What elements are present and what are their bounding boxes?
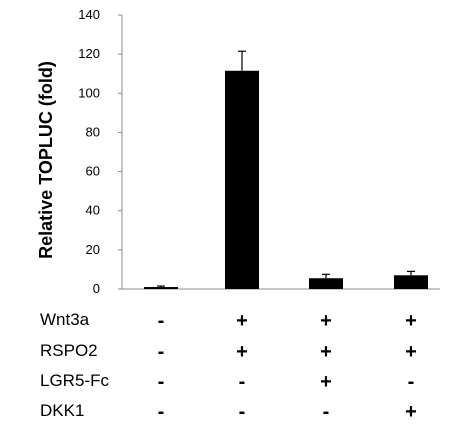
condition-sign: +	[405, 401, 417, 423]
y-tick-label: 60	[86, 164, 100, 179]
y-axis-label: Relative TOPLUC (fold)	[36, 61, 56, 259]
condition-sign: -	[239, 371, 246, 393]
condition-sign: -	[158, 310, 165, 332]
condition-sign: +	[320, 310, 332, 332]
condition-sign: -	[408, 371, 415, 393]
condition-sign: +	[405, 310, 417, 332]
condition-row-label: DKK1	[40, 401, 84, 420]
bars	[144, 50, 428, 290]
condition-sign: -	[323, 401, 330, 423]
bar	[144, 287, 178, 289]
condition-sign: +	[320, 341, 332, 363]
condition-sign: -	[239, 401, 246, 423]
y-tick-label: 20	[86, 242, 100, 257]
condition-row-label: Wnt3a	[40, 310, 90, 329]
y-tick-label: 40	[86, 203, 100, 218]
y-tick-label: 0	[93, 281, 100, 296]
condition-sign: +	[236, 310, 248, 332]
bar	[394, 275, 428, 289]
condition-sign: -	[158, 401, 165, 423]
condition-sign: +	[236, 341, 248, 363]
condition-sign: -	[158, 341, 165, 363]
y-tick-label: 100	[78, 85, 100, 100]
axes: 0 20 40 60 80 100 120 140	[78, 7, 440, 296]
bar	[225, 70, 259, 290]
condition-sign: +	[320, 371, 332, 393]
bar	[309, 278, 343, 289]
condition-row-label: RSPO2	[40, 341, 98, 360]
condition-sign: +	[405, 341, 417, 363]
condition-row-label: LGR5-Fc	[40, 371, 109, 390]
y-tick-label: 80	[86, 124, 100, 139]
condition-sign: -	[158, 371, 165, 393]
y-tick-label: 120	[78, 46, 100, 61]
y-tick-label: 140	[78, 7, 100, 22]
condition-table: Wnt3a - + + + RSPO2 - + + + LGR5-Fc - - + - DKK1 - - - +	[40, 310, 417, 423]
